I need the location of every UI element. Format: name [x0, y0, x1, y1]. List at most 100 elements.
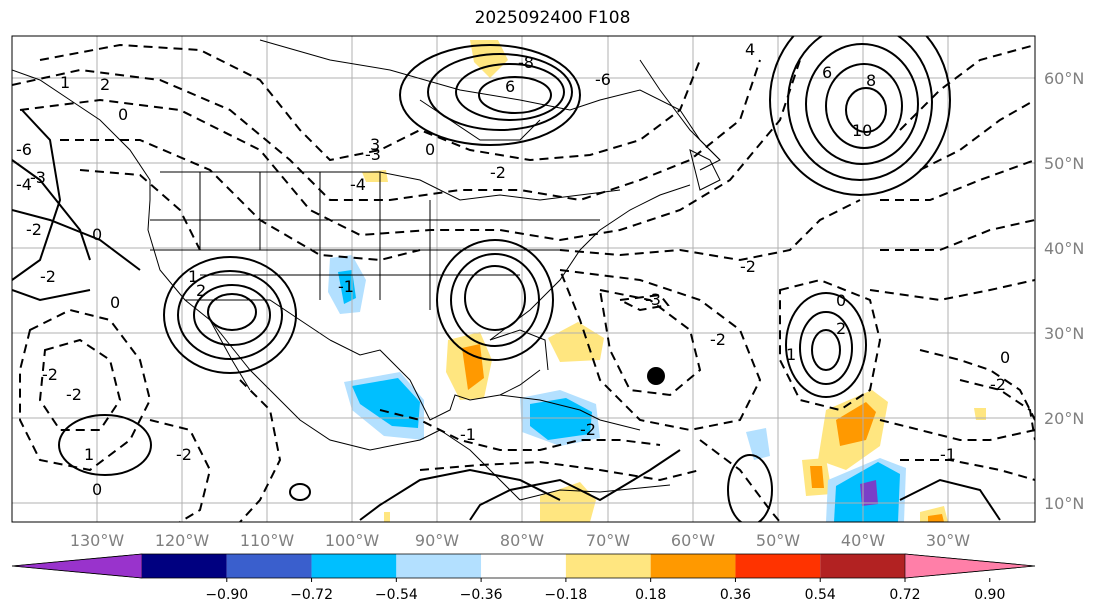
clab-17: -4 — [350, 175, 366, 194]
colorbar-labels: −0.90 −0.72 −0.54 −0.36 −0.18 0.18 0.36 0.54 0.7… — [205, 578, 1005, 603]
clab-25: 6 — [822, 63, 832, 82]
coast-east-us — [489, 184, 691, 341]
colorbar-segment — [311, 554, 397, 578]
clab-4: -2 — [26, 220, 42, 239]
colorbar-tick-label: 0.90 — [974, 587, 1005, 603]
shade-yellow-dot — [974, 408, 986, 420]
longitude-tick-labels: 130°W 120°W 110°W 100°W 90°W 80°W 70°W 60°W 50°W… — [70, 531, 970, 550]
colorbar-segment — [650, 554, 736, 578]
clab-34: 0 — [1000, 348, 1010, 367]
clab-15: 3 — [370, 135, 380, 154]
colorbar-segment — [396, 554, 482, 578]
clab-29: -2 — [710, 330, 726, 349]
lon-tick-label: 70°W — [586, 531, 630, 550]
clab-39: -2 — [990, 375, 1006, 394]
clab-31: -3 — [645, 290, 661, 309]
clab-12: 2 — [100, 75, 110, 94]
colorbar — [11, 553, 1036, 579]
lat-tick-label: 60°N — [1044, 69, 1084, 88]
clab-32: -2 — [580, 420, 596, 439]
colorbar-tick-label: 0.72 — [889, 587, 920, 603]
coast-hispaniola — [599, 419, 641, 431]
clab-26: 8 — [866, 71, 876, 90]
coast-central-am — [439, 429, 521, 501]
clab-14: -2 — [66, 385, 82, 404]
clab-21: 4 — [745, 40, 755, 59]
shade-orange-gulf — [462, 344, 484, 390]
shade-cyan-caribbean — [530, 398, 592, 440]
clab-11: 2 — [196, 281, 206, 300]
anomaly-shading — [328, 40, 986, 522]
clab-23: -1 — [338, 277, 354, 296]
colorbar-tick-label: 0.54 — [805, 587, 836, 603]
shade-orange-se — [928, 514, 944, 522]
clab-13: -2 — [42, 365, 58, 384]
shade-blue-small — [746, 428, 770, 460]
coast-baja — [209, 319, 251, 391]
colorbar-segment — [481, 554, 566, 578]
shade-yellow-lakes — [362, 170, 388, 182]
clab-27: 10 — [852, 121, 872, 140]
clab-10: 1 — [188, 267, 198, 286]
lon-tick-label: 30°W — [926, 531, 970, 550]
lon-tick-label: 120°W — [155, 531, 210, 550]
lat-tick-label: 50°N — [1044, 154, 1084, 173]
clab-20: -6 — [595, 70, 611, 89]
lon-tick-label: 80°W — [500, 531, 544, 550]
colorbar-segment — [226, 554, 312, 578]
clab-36: 1 — [786, 345, 796, 364]
shade-violet-tropical — [860, 480, 878, 506]
coast-cuba — [499, 394, 601, 421]
lat-tick-label: 20°N — [1044, 409, 1084, 428]
clab-5: -2 — [40, 267, 56, 286]
colorbar-segment — [735, 554, 821, 578]
map-border — [11, 35, 1036, 523]
lon-tick-label: 90°W — [415, 531, 459, 550]
clab-18: -8 — [518, 53, 534, 72]
contour-labels: -6 -4 -3 -2 -2 0 0 0 1 1 2 2 -2 -2 3 -3 … — [16, 40, 1010, 499]
shade-yellow-north — [470, 40, 508, 78]
clab-19: 6 — [505, 77, 515, 96]
coast-gulf — [329, 339, 541, 421]
coast-labrador — [639, 59, 721, 171]
lat-tick-label: 30°N — [1044, 324, 1084, 343]
lon-tick-label: 60°W — [671, 531, 715, 550]
colorbar-segment — [820, 554, 905, 578]
shade-orange-east — [836, 402, 876, 446]
clab-7: 0 — [92, 225, 102, 244]
colorbar-extend-low — [11, 553, 143, 579]
clab-9: 1 — [60, 73, 70, 92]
coast-mexico — [269, 389, 441, 451]
colorbar-tick-label: 0.36 — [720, 587, 751, 603]
clab-3: -3 — [30, 168, 46, 187]
lat-tick-label: 10°N — [1044, 494, 1084, 513]
shade-yellow-tiny — [384, 512, 390, 522]
clab-30: -1 — [460, 425, 476, 444]
dashed-contours — [12, 43, 1035, 522]
clab-1: -6 — [16, 140, 32, 159]
clab-35: -1 — [940, 445, 956, 464]
colorbar-tick-label: −0.36 — [460, 587, 503, 603]
clab-33: 0 — [836, 291, 846, 310]
coastlines — [12, 39, 721, 501]
lon-tick-label: 50°W — [756, 531, 800, 550]
clab-2: -4 — [16, 175, 32, 194]
colorbar-tick-label: −0.90 — [205, 587, 248, 603]
colorbar-segment — [142, 554, 227, 578]
lon-tick-label: 110°W — [240, 531, 295, 550]
coast-florida — [489, 329, 549, 371]
colorbar-tick-label: 0.18 — [635, 587, 666, 603]
lon-tick-label: 40°W — [841, 531, 885, 550]
coast-newfoundland — [689, 149, 721, 191]
clab-37: 1 — [84, 445, 94, 464]
clab-8: 0 — [110, 293, 120, 312]
coast-canada-north — [259, 39, 721, 161]
latitude-tick-labels: 60°N 50°N 40°N 30°N 20°N 10°N — [1044, 69, 1084, 513]
colorbar-tick-label: −0.72 — [290, 587, 333, 603]
lon-tick-label: 100°W — [325, 531, 380, 550]
chart-title: 2025092400 F108 — [474, 8, 631, 28]
lon-tick-label: 130°W — [70, 531, 125, 550]
clab-28: -2 — [740, 257, 756, 276]
clab-22: -2 — [490, 163, 506, 182]
clab-41: 0 — [92, 480, 102, 499]
